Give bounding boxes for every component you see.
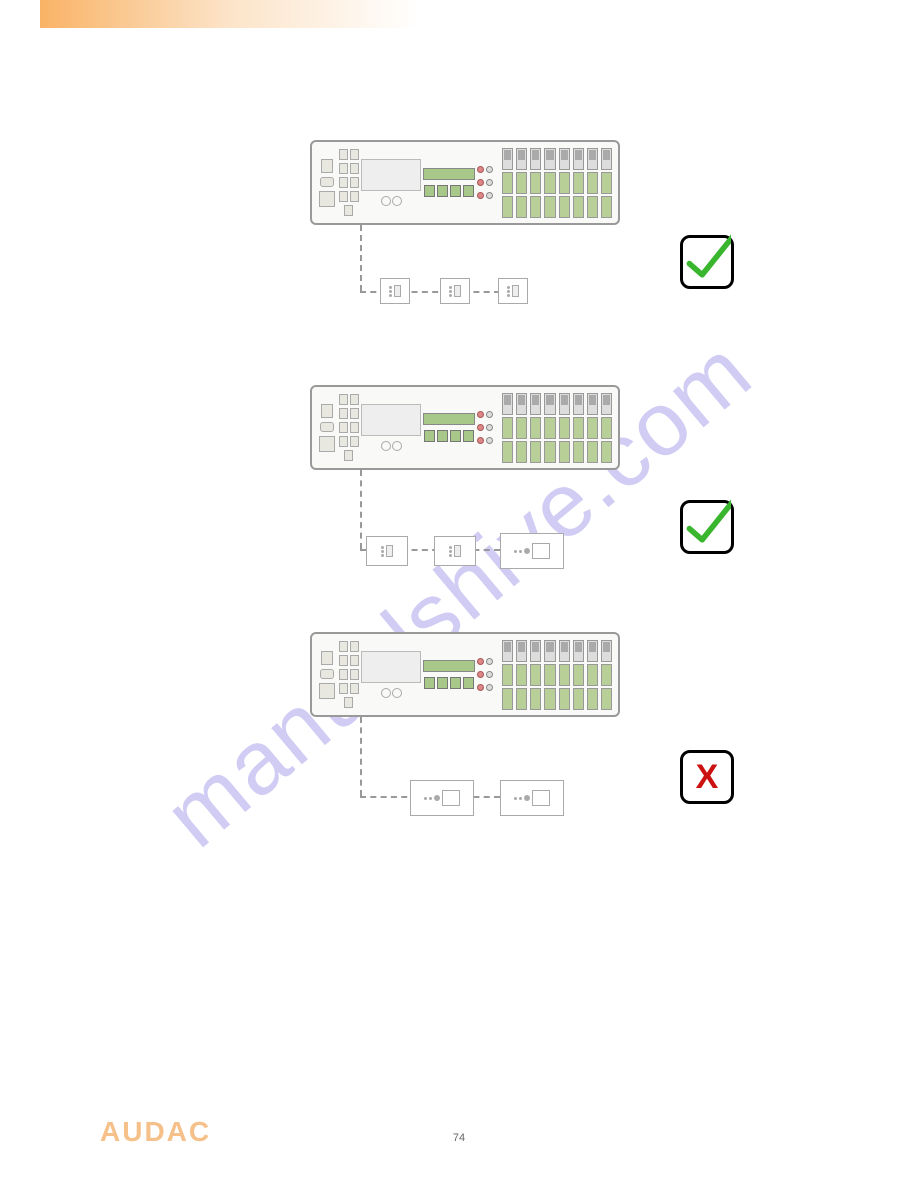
diagram-3	[310, 632, 620, 717]
connected-unit	[500, 533, 564, 569]
wire	[360, 717, 362, 796]
page-number: 74	[453, 1132, 465, 1144]
wire	[360, 470, 362, 549]
device-rear-panel	[310, 632, 620, 717]
connected-unit	[500, 780, 564, 816]
result-cross-icon: X	[680, 750, 734, 804]
connected-unit	[380, 278, 410, 304]
cross-mark: X	[696, 758, 719, 797]
device-rear-panel	[310, 140, 620, 225]
diagram-1	[310, 140, 620, 225]
header-gradient-bar	[40, 0, 420, 28]
wire	[360, 225, 362, 291]
result-check-icon	[680, 235, 734, 289]
result-check-icon	[680, 500, 734, 554]
connected-unit	[440, 278, 470, 304]
connected-unit	[366, 536, 408, 566]
brand-logo: AUDAC	[100, 1116, 211, 1148]
connected-unit	[498, 278, 528, 304]
connected-unit	[410, 780, 474, 816]
device-rear-panel	[310, 385, 620, 470]
diagram-2	[310, 385, 620, 470]
connected-unit	[434, 536, 476, 566]
